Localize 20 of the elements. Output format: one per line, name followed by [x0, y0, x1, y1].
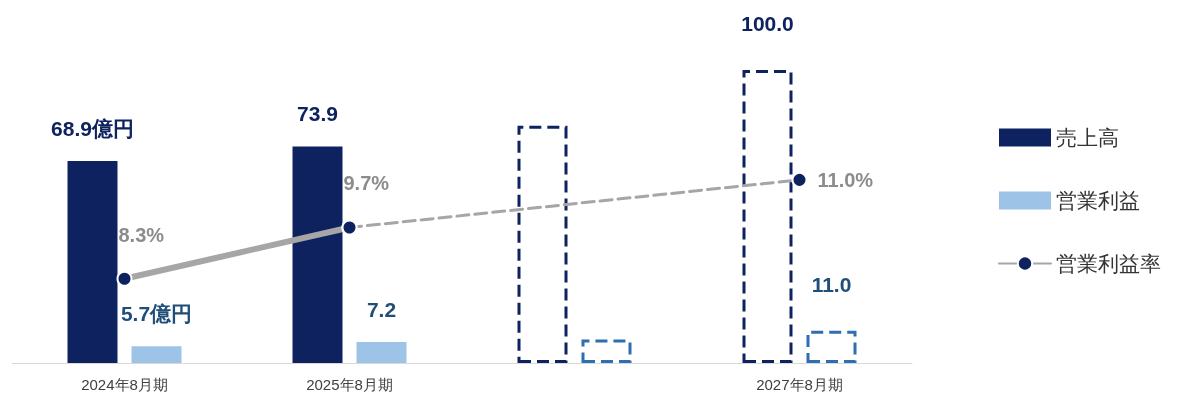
legend-label: 営業利益率: [1056, 252, 1161, 275]
data-label: 100.0: [741, 12, 794, 35]
bar: [517, 125, 568, 363]
data-label: 5.7億円: [120, 302, 193, 326]
x-tick-label: 2027年8月期: [756, 376, 843, 393]
bar: [356, 341, 407, 363]
bar: [806, 330, 857, 363]
bar: [131, 346, 182, 363]
legend-label: 営業利益: [1056, 189, 1140, 212]
x-tick-label: 2025年8月期: [306, 376, 393, 393]
data-label: 8.3%: [118, 223, 165, 246]
x-tick-label: 2024年8月期: [81, 376, 168, 393]
data-label: 73.9: [297, 102, 338, 126]
legend-label: 売上高: [1056, 126, 1119, 149]
bar: [581, 339, 632, 363]
data-label: 11.0%: [817, 168, 874, 191]
data-label: 68.9億円: [51, 117, 134, 141]
data-label: 9.7%: [343, 172, 390, 195]
data-label: 7.2: [366, 297, 397, 321]
data-label: 11.0: [811, 272, 852, 296]
